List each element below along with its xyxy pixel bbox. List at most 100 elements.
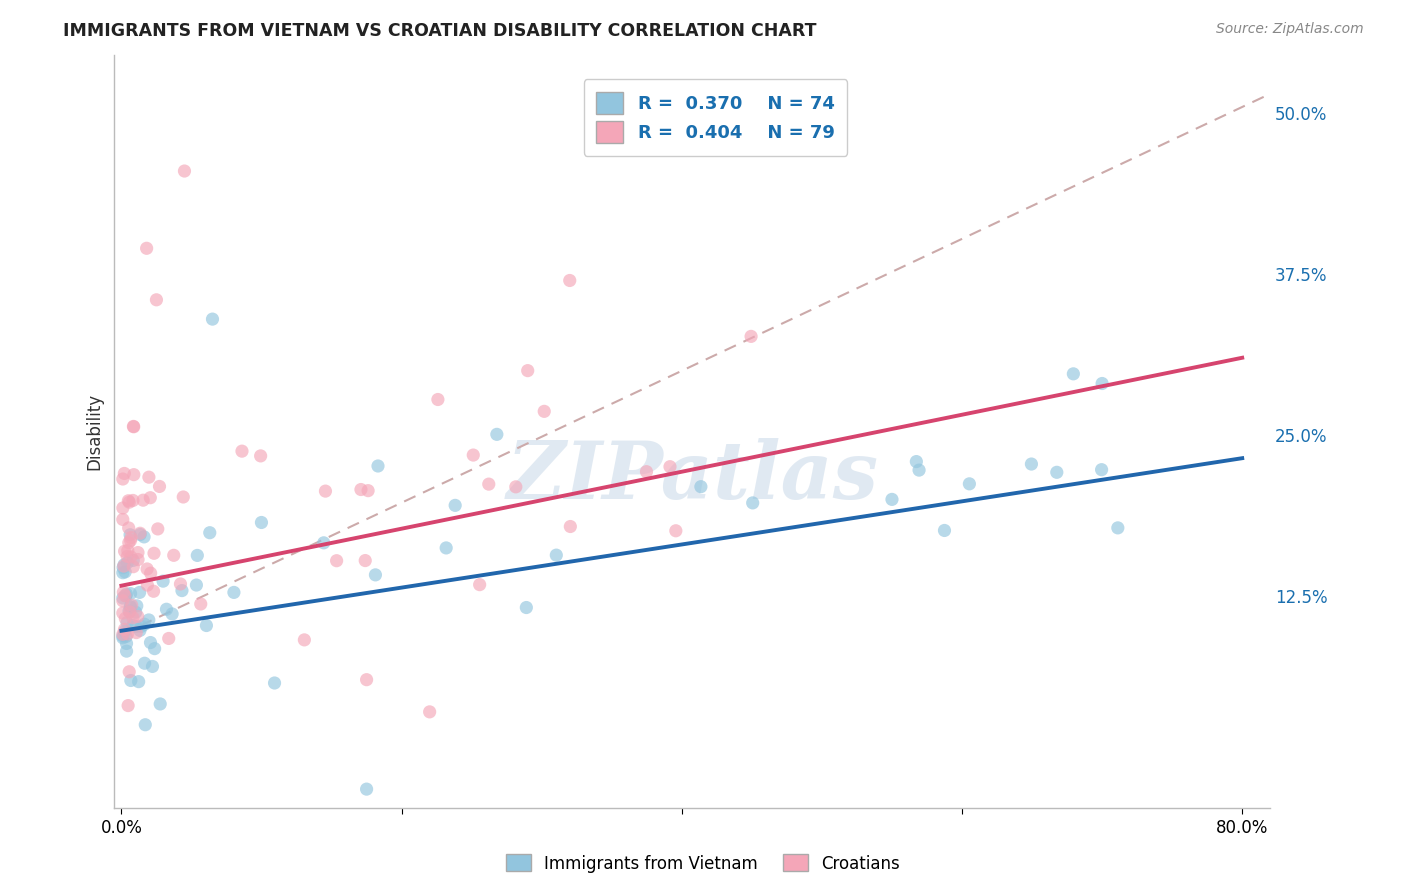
- Legend: R =  0.370    N = 74, R =  0.404    N = 79: R = 0.370 N = 74, R = 0.404 N = 79: [583, 79, 848, 156]
- Point: [114, 589, 136, 603]
- Point: [139, 566, 162, 581]
- Point: [115, 549, 138, 564]
- Point: [112, 559, 135, 574]
- Point: [132, 530, 155, 544]
- Point: [128, 585, 150, 599]
- Point: [120, 673, 142, 688]
- Point: [356, 673, 378, 687]
- Point: [120, 600, 142, 615]
- Point: [146, 522, 169, 536]
- Point: [463, 448, 485, 462]
- Point: [122, 559, 145, 574]
- Point: [880, 492, 903, 507]
- Point: [121, 598, 143, 612]
- Point: [114, 589, 136, 603]
- Point: [125, 599, 148, 613]
- Point: [138, 470, 160, 484]
- Point: [141, 659, 163, 673]
- Point: [1021, 457, 1043, 471]
- Point: [152, 574, 174, 589]
- Point: [325, 554, 347, 568]
- Point: [132, 493, 155, 508]
- Point: [905, 454, 928, 468]
- Point: [170, 583, 193, 598]
- Point: [143, 641, 166, 656]
- Point: [111, 472, 134, 486]
- Point: [111, 629, 134, 643]
- Point: [120, 533, 142, 548]
- Point: [127, 552, 149, 566]
- Point: [120, 599, 142, 614]
- Point: [127, 609, 149, 624]
- Text: Source: ZipAtlas.com: Source: ZipAtlas.com: [1216, 22, 1364, 37]
- Point: [127, 545, 149, 559]
- Point: [160, 607, 183, 621]
- Point: [125, 625, 148, 640]
- Point: [131, 619, 153, 633]
- Point: [114, 624, 136, 639]
- Point: [122, 467, 145, 482]
- Point: [114, 611, 136, 625]
- Point: [201, 312, 224, 326]
- Point: [120, 531, 142, 545]
- Point: [122, 419, 145, 434]
- Point: [111, 512, 134, 526]
- Point: [118, 665, 141, 679]
- Point: [444, 499, 467, 513]
- Point: [145, 293, 167, 307]
- Point: [117, 556, 139, 570]
- Point: [129, 624, 152, 638]
- Point: [173, 164, 195, 178]
- Point: [367, 458, 389, 473]
- Point: [114, 544, 136, 558]
- Point: [122, 419, 145, 434]
- Point: [111, 606, 134, 620]
- Point: [250, 516, 273, 530]
- Point: [434, 541, 457, 555]
- Point: [659, 459, 682, 474]
- Point: [222, 585, 245, 599]
- Point: [117, 493, 139, 508]
- Point: [665, 524, 688, 538]
- Point: [118, 604, 141, 618]
- Point: [114, 623, 136, 637]
- Point: [957, 476, 980, 491]
- Point: [357, 483, 380, 498]
- Point: [129, 526, 152, 541]
- Point: [169, 577, 191, 591]
- Point: [163, 549, 186, 563]
- Point: [740, 329, 762, 343]
- Point: [135, 241, 157, 255]
- Point: [1107, 521, 1129, 535]
- Point: [354, 553, 377, 567]
- Point: [122, 553, 145, 567]
- Text: ZIPatlas: ZIPatlas: [506, 438, 879, 516]
- Point: [117, 627, 139, 641]
- Point: [314, 484, 336, 499]
- Point: [118, 495, 141, 509]
- Point: [111, 591, 134, 605]
- Point: [111, 566, 134, 580]
- Point: [560, 519, 582, 533]
- Point: [122, 618, 145, 632]
- Point: [134, 617, 156, 632]
- Point: [478, 477, 501, 491]
- Point: [190, 597, 212, 611]
- Point: [129, 527, 152, 541]
- Point: [115, 587, 138, 601]
- Point: [125, 619, 148, 633]
- Point: [148, 479, 170, 493]
- Point: [136, 578, 159, 592]
- Point: [128, 674, 150, 689]
- Point: [263, 676, 285, 690]
- Point: [908, 463, 931, 477]
- Point: [111, 500, 134, 515]
- Point: [1062, 367, 1084, 381]
- Point: [138, 613, 160, 627]
- Point: [515, 600, 537, 615]
- Point: [120, 586, 142, 600]
- Point: [741, 496, 763, 510]
- Point: [111, 631, 134, 645]
- Point: [134, 717, 156, 731]
- Point: [142, 584, 165, 599]
